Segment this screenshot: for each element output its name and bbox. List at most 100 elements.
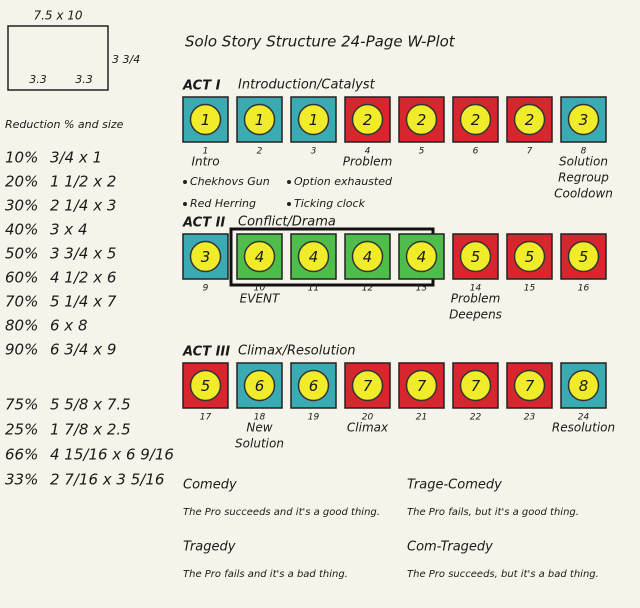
page-number: 14 bbox=[470, 284, 482, 294]
act-title: Introduction/Catalyst bbox=[238, 78, 376, 93]
reduction-size: 2 1/4 x 3 bbox=[50, 197, 116, 215]
act-title: Climax/Resolution bbox=[238, 344, 356, 359]
beat-number: 1 bbox=[309, 111, 319, 129]
beat-number: 7 bbox=[417, 377, 427, 395]
beat-number: 4 bbox=[363, 248, 373, 266]
bottom-measure: 3.3 bbox=[75, 73, 93, 86]
beat-circle bbox=[405, 103, 438, 136]
beat-circle bbox=[513, 240, 546, 273]
beat-circle bbox=[567, 103, 600, 136]
beat-circle bbox=[243, 369, 276, 402]
page-number: 11 bbox=[308, 284, 319, 294]
page-number: 12 bbox=[362, 284, 374, 294]
reduction-percent: 25% bbox=[5, 421, 38, 439]
page-number: 2 bbox=[257, 147, 263, 157]
bottom-measure: 3.3 bbox=[29, 73, 47, 86]
reduction-percent: 33% bbox=[5, 471, 38, 489]
beat-note: Solution bbox=[235, 437, 284, 451]
beat-circle bbox=[513, 369, 546, 402]
page-number: 8 bbox=[581, 147, 587, 157]
beat-note: Cooldown bbox=[554, 187, 613, 201]
reduction-size: 1 1/2 x 2 bbox=[50, 173, 116, 191]
beat-number: 2 bbox=[417, 111, 427, 129]
page-number: 17 bbox=[200, 413, 212, 423]
page-number: 18 bbox=[254, 413, 266, 423]
beat-number: 3 bbox=[201, 248, 211, 266]
outcome-text: The Pro fails, but it's a good thing. bbox=[407, 507, 579, 518]
beat-circle bbox=[405, 369, 438, 402]
reduction-percent: 66% bbox=[5, 446, 38, 464]
page-number: 4 bbox=[365, 147, 371, 157]
sheet-outline bbox=[7, 25, 109, 91]
bullet bbox=[287, 202, 291, 206]
outcome-name: Trage-Comedy bbox=[407, 478, 502, 493]
beat-number: 3 bbox=[579, 111, 589, 129]
page-number: 15 bbox=[524, 284, 536, 294]
page-number: 5 bbox=[419, 147, 425, 157]
page-number: 23 bbox=[524, 413, 536, 423]
beat-circle bbox=[297, 240, 330, 273]
beat-circle bbox=[189, 103, 222, 136]
beat-circle bbox=[243, 103, 276, 136]
page-number: 10 bbox=[254, 284, 266, 294]
reduction-percent: 75% bbox=[5, 396, 38, 414]
beat-note: Problem bbox=[451, 292, 501, 306]
page-number: 24 bbox=[578, 413, 590, 423]
beat-circle bbox=[567, 369, 600, 402]
act-label: ACT III bbox=[182, 345, 230, 360]
act-label: ACT II bbox=[182, 216, 225, 231]
reduction-percent: 20% bbox=[5, 173, 38, 191]
reduction-percent: 50% bbox=[5, 245, 38, 263]
act-title: Conflict/Drama bbox=[238, 215, 336, 230]
reduction-size: 3/4 x 1 bbox=[50, 149, 102, 167]
device: Option exhausted bbox=[294, 175, 393, 188]
beat-number: 8 bbox=[579, 377, 589, 395]
title: Solo Story Structure 24-Page W-Plot bbox=[185, 33, 456, 51]
reduction-size: 4 1/2 x 6 bbox=[50, 269, 116, 287]
beat-number: 2 bbox=[363, 111, 373, 129]
reduction-size: 4 15/16 x 6 9/16 bbox=[50, 446, 174, 464]
device: Chekhovs Gun bbox=[190, 175, 270, 188]
outcome-text: The Pro succeeds and it's a good thing. bbox=[183, 507, 380, 518]
beat-circle bbox=[351, 240, 384, 273]
beat-circle bbox=[459, 103, 492, 136]
beat-circle bbox=[189, 240, 222, 273]
page-number: 16 bbox=[578, 284, 590, 294]
outcome-name: Com-Tragedy bbox=[407, 540, 493, 555]
reduction-size: 6 x 8 bbox=[50, 317, 88, 335]
reduction-percent: 60% bbox=[5, 269, 38, 287]
reduction-percent: 80% bbox=[5, 317, 38, 335]
beat-circle bbox=[297, 369, 330, 402]
beat-note: EVENT bbox=[240, 292, 281, 306]
bullet bbox=[183, 202, 187, 206]
reduction-size: 2 7/16 x 3 5/16 bbox=[50, 471, 164, 489]
beat-circle bbox=[351, 103, 384, 136]
device: Ticking clock bbox=[294, 197, 366, 210]
reduction-percent: 40% bbox=[5, 221, 38, 239]
act-label: ACT I bbox=[182, 79, 221, 94]
beat-number: 1 bbox=[201, 111, 211, 129]
beat-number: 6 bbox=[255, 377, 265, 395]
beat-number: 4 bbox=[255, 248, 265, 266]
right-measure: 3 3/4 bbox=[112, 53, 140, 66]
beat-number: 7 bbox=[525, 377, 535, 395]
beat-circle bbox=[243, 240, 276, 273]
reduction-size: 3 3/4 x 5 bbox=[50, 245, 116, 263]
page-number: 9 bbox=[203, 284, 209, 294]
reduction-percent: 30% bbox=[5, 197, 38, 215]
reduction-size: 3 x 4 bbox=[50, 221, 88, 239]
beat-number: 2 bbox=[525, 111, 535, 129]
outcome-text: The Pro succeeds, but it's a bad thing. bbox=[407, 569, 599, 580]
reduction-size: 6 3/4 x 9 bbox=[50, 341, 116, 359]
page-number: 13 bbox=[416, 284, 428, 294]
reduction-size: 1 7/8 x 2.5 bbox=[50, 421, 131, 439]
beat-number: 6 bbox=[309, 377, 319, 395]
page-number: 21 bbox=[416, 413, 427, 423]
beat-note: Deepens bbox=[449, 308, 502, 322]
beat-circle bbox=[351, 369, 384, 402]
page-number: 19 bbox=[308, 413, 320, 423]
beat-circle bbox=[567, 240, 600, 273]
beat-number: 5 bbox=[201, 377, 211, 395]
beat-number: 2 bbox=[471, 111, 481, 129]
beat-circle bbox=[459, 240, 492, 273]
